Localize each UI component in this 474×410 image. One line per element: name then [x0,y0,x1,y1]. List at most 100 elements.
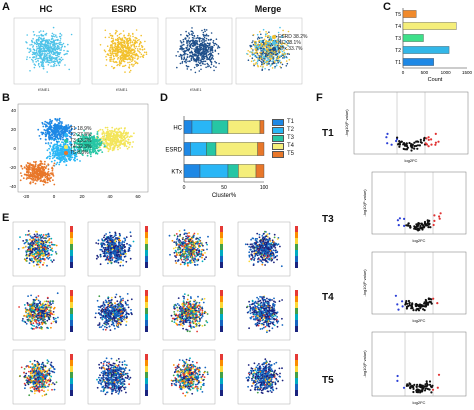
feature-plot [162,221,223,277]
cluster-legend: T1 18.9% T2 27.8% T3 13.2% T4 32.3% T5 8… [64,126,91,156]
legend-hc: HC 28.1% [278,40,301,46]
stack-segment-ktx-t2 [199,164,229,178]
axis-x-label: tSNE1 [38,87,50,92]
legend-d-t1: T1 [287,119,295,125]
stack-tick-label: 100 [260,185,269,191]
volcano-t3-plot: log2FC -log10(P value) [362,171,467,243]
count-tick-label: 1500 [462,70,472,75]
tsne-b-x-tick: -20 [23,194,30,199]
cluster-percent-chart: HC ESRD KTx 0 50 100 Cluster% [165,116,269,199]
panel-a-title-hc: HC [39,4,53,14]
count-category-label: T3 [395,36,401,42]
volcano-t4-plot: log2FC -log10(P value) [362,251,467,323]
merge-legend: ESRD 38.2% HC 28.1% KTx 33.7% [272,34,307,52]
tsne-b-y-tick: -20 [9,165,16,170]
stack-segment-esrd-t2 [190,142,207,156]
feature-plot [12,221,73,277]
feature-plot [87,221,148,277]
feature-plot [237,349,298,405]
feature-plot [162,285,223,341]
legend-d-t5: T5 [287,151,295,157]
tsne-b-y-tick: -40 [9,184,16,189]
tsne-ktx-plot [165,17,233,85]
legend-t2: T2 27.8% [70,132,92,138]
tsne-b-x-tick: 20 [79,194,85,199]
count-category-label: T2 [395,48,401,54]
tsne-b-y-tick: 20 [11,127,17,132]
legend-d-t4: T4 [287,143,295,149]
panel-a-title-ktx: KTx [189,4,207,14]
volcano-y-label: -log10(P value) [344,109,349,137]
stack-segment-esrd-t1 [183,142,191,156]
panel-label-a: A [2,1,10,13]
legend-t1: T1 18.9% [70,126,92,132]
panel-label-d: D [160,92,168,104]
stack-segment-ktx-t5 [255,164,265,178]
tsne-b-x-tick: 40 [107,194,113,199]
stack-segment-hc-t4 [227,120,261,134]
volcano-x-label: log2FC [405,158,418,163]
stack-segment-ktx-t1 [183,164,201,178]
stack-axis-label: Cluster% [212,193,237,199]
panel-label-c: C [383,1,391,13]
panel-label-e: E [2,212,10,224]
volcano-row-t4: T4 [322,292,334,303]
volcano-y-label: -log10(P value) [362,350,367,378]
stack-segment-hc-t5 [259,120,265,134]
volcano-x-label: log2FC [413,238,426,243]
volcano-row-t3: T3 [322,214,334,225]
count-category-label: T4 [395,24,401,30]
count-tick-label: 500 [421,70,429,75]
legend-esrd: ESRD 38.2% [278,34,308,40]
legend-d-t2: T2 [287,127,295,133]
stack-segment-hc-t3 [211,120,229,134]
count-bar-t5 [402,10,417,18]
volcano-t5-plot: log2FC -log10(P value) [362,331,467,405]
volcano-row-t1: T1 [322,128,334,139]
tsne-b-x-tick: 60 [135,194,141,199]
feature-plot-grid [10,218,310,408]
volcano-x-label: log2FC [413,400,426,405]
legend-t3: T3 13.2% [70,138,92,144]
volcano-row-t5: T5 [322,375,334,386]
volcano-t1-plot: log2FC -log10(P value) [344,91,469,163]
feature-plot [87,349,148,405]
stack-category-label: HC [173,126,182,132]
axis-x-label: tSNE1 [190,87,202,92]
stack-tick-label: 0 [183,185,186,191]
stack-segment-esrd-t5 [257,142,265,156]
tsne-hc-plot [13,17,81,85]
panel-label-b: B [2,92,10,104]
cluster-count-chart: T5 T4 T3 T2 T10 500 1000 1500 Count [395,8,472,83]
stack-tick-label: 50 [221,185,227,191]
tsne-b-y-tick: 0 [13,146,16,151]
legend-d-t3: T3 [287,135,295,141]
count-bar-t3 [402,34,424,42]
legend-ktx: KTx 33.7% [278,46,303,52]
legend-t5: T5 8.8% [70,150,89,156]
count-tick-label: 1000 [441,70,452,75]
count-bar-t2 [402,46,450,54]
tsne-b-y-tick: 40 [11,108,17,113]
tsne-esrd-plot [91,17,159,85]
stack-segment-hc-t1 [183,120,193,134]
feature-plot [12,349,73,405]
tsne-b-x-tick: 0 [53,194,56,199]
panel-a-title-esrd: ESRD [111,4,137,14]
count-tick-label: 0 [402,70,405,75]
feature-plot [237,221,298,277]
count-bar-t1 [402,58,434,66]
cluster-percent-legend: T1 T2 T3 T4 T5 [272,118,294,158]
volcano-x-label: log2FC [413,318,426,323]
volcano-y-label: -log10(P value) [362,269,367,297]
panel-label-f: F [316,92,323,104]
count-category-label: T1 [395,60,401,66]
stack-segment-hc-t2 [191,120,213,134]
stack-segment-ktx-t3 [227,164,239,178]
feature-plot [162,349,223,405]
feature-plot [12,285,73,341]
count-axis-label: Count [428,77,443,83]
panel-a-title-merge: Merge [254,4,282,14]
count-category-label: T5 [395,12,401,18]
stack-category-label: ESRD [165,148,182,154]
